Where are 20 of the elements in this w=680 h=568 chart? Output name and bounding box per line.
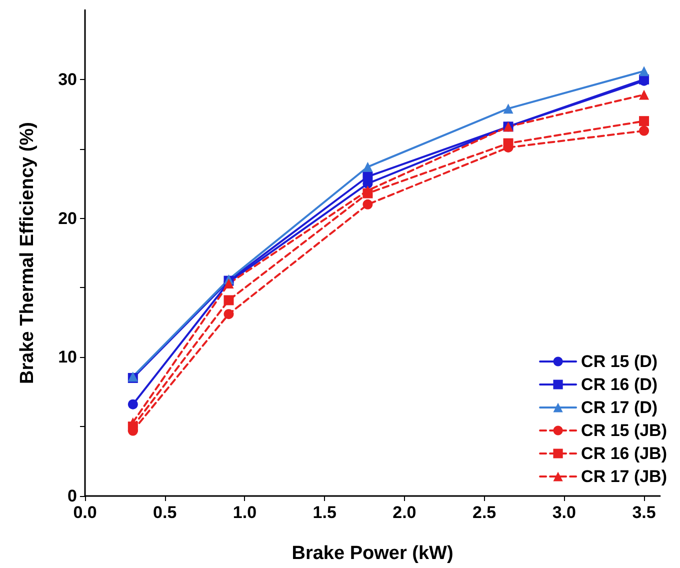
x-tick-label: 1.5 [312,503,336,522]
x-axis-title: Brake Power (kW) [292,543,454,564]
y-tick-label: 10 [58,348,77,367]
x-tick-label: 2.5 [472,503,496,522]
legend-label: CR 17 (JB) [581,467,668,486]
legend-label: CR 16 (D) [581,375,658,394]
y-tick-label: 30 [58,70,77,89]
y-axis-title: Brake Thermal Efficiency (%) [17,122,38,384]
x-tick-label: 0.0 [73,503,97,522]
x-tick-label: 1.0 [232,503,257,522]
x-tick-label: 3.5 [632,503,656,522]
y-tick-label: 20 [58,208,77,228]
x-tick-label: 2.0 [392,503,416,522]
legend-label: CR 17 (D) [581,398,658,417]
legend-label: CR 16 (JB) [581,444,668,463]
legend-label: CR 15 (D) [581,352,658,371]
legend-label: CR 15 (JB) [581,421,668,440]
y-tick-label: 0 [68,486,77,506]
x-tick-label: 3.0 [552,503,576,522]
x-tick-label: 0.5 [153,503,177,522]
